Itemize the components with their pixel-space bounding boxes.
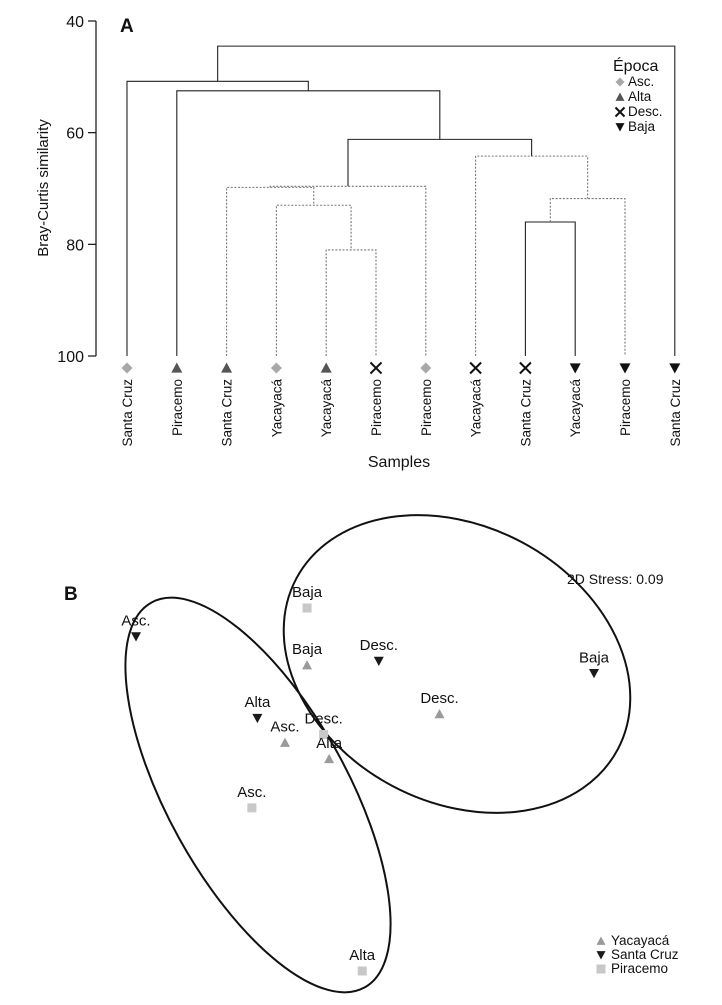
data-point <box>302 603 312 613</box>
dendrogram-link <box>126 80 309 356</box>
data-point <box>319 729 329 739</box>
data-point <box>589 669 599 679</box>
point-label: Baja <box>292 584 323 601</box>
legend-marker <box>615 92 625 101</box>
leaf-label: Santa Cruz <box>220 379 235 447</box>
legend-marker <box>615 123 625 132</box>
dendrogram-link <box>549 198 626 356</box>
data-point <box>373 656 384 667</box>
leaf-markers <box>121 361 681 375</box>
leaf-label: Santa Cruz <box>120 379 135 447</box>
point-label: Desc. <box>420 690 458 707</box>
legend-title: Época <box>613 56 658 75</box>
leaf-marker <box>121 362 133 374</box>
point-label: Asc. <box>270 719 299 736</box>
dendrogram-link <box>524 221 576 356</box>
point-label: Desc. <box>304 710 342 727</box>
point-label: Alta <box>316 735 343 752</box>
dendrogram-link <box>176 90 441 356</box>
dendrogram-link <box>269 185 427 356</box>
leaf-label: Piracemo <box>369 379 384 436</box>
point-label: Asc. <box>237 784 266 801</box>
point-label: Alta <box>244 694 271 711</box>
dendrogram-link <box>347 138 533 187</box>
panel-a-letter: A <box>120 16 134 37</box>
x-axis-label: Samples <box>368 454 430 471</box>
leaf-label: Santa Cruz <box>518 379 533 447</box>
leaf-label: Piracemo <box>170 379 185 436</box>
point-label: Baja <box>579 649 610 666</box>
legend-marker <box>596 936 606 945</box>
legend-entry-label: Desc. <box>628 104 663 119</box>
leaf-marker <box>569 363 581 374</box>
leaf-marker <box>320 362 332 373</box>
legend-entry-label: Alta <box>628 89 652 104</box>
stress-annotation: 2D Stress: 0.09 <box>567 571 664 587</box>
data-point <box>302 660 313 670</box>
legend-marker <box>614 106 626 118</box>
leaf-label: Yacayacá <box>568 379 583 438</box>
point-label: Asc. <box>121 613 150 630</box>
point-label: Baja <box>292 641 323 658</box>
leaf-label: Piracemo <box>618 379 633 436</box>
y-ticks: 40 60 80 100 <box>57 14 96 366</box>
dendrogram-link <box>275 204 352 356</box>
dendrogram-link <box>475 155 589 356</box>
leaf-marker <box>221 362 233 373</box>
legend-marker <box>615 77 625 87</box>
leaf-marker <box>171 362 183 373</box>
y-axis-label: Bray-Curtis similarity <box>35 119 52 257</box>
legend-marker <box>596 964 606 974</box>
legend-entry-label: Asc. <box>628 74 654 89</box>
leaf-label: Yacayacá <box>269 379 284 438</box>
legend-marker <box>596 951 606 960</box>
panel-a: A Bray-Curtis similarity Samples 40 60 80 1… <box>35 14 683 471</box>
leaf-label: Santa Cruz <box>668 379 683 447</box>
legend-entry-label: Santa Cruz <box>611 947 679 962</box>
legend-entry-label: Yacayacá <box>611 933 670 948</box>
leaf-marker <box>619 363 631 374</box>
data-point <box>357 966 367 976</box>
data-point <box>434 709 445 719</box>
leaf-label: Yacayacá <box>469 379 484 438</box>
leaf-marker <box>369 361 383 375</box>
panel-b-letter: B <box>64 584 78 605</box>
data-point <box>131 632 141 642</box>
dendrogram-link <box>325 249 377 356</box>
data-point <box>279 737 290 747</box>
data-point <box>252 713 263 724</box>
leaf-marker <box>519 361 532 375</box>
cluster-ellipse-left <box>124 596 392 994</box>
panel-b: B 2D Stress: 0.09 Baja Asc. Baja Desc. Baja D… <box>64 514 679 994</box>
leaf-marker <box>669 363 681 374</box>
leaf-labels: Santa Cruz Piracemo Santa Cruz Yacayacá Yaca… <box>120 379 683 447</box>
y-tick-label: 40 <box>66 14 84 31</box>
data-point <box>247 803 257 813</box>
data-point <box>324 753 335 764</box>
y-tick-label: 100 <box>57 349 84 366</box>
point-label: Alta <box>349 947 376 964</box>
legend-entry-label: Piracemo <box>611 961 668 976</box>
dendrogram-link <box>226 186 315 356</box>
point-label: Desc. <box>360 637 398 654</box>
dendrogram-link <box>217 45 676 356</box>
leaf-marker <box>270 362 282 374</box>
leaf-label: Piracemo <box>419 379 434 436</box>
leaf-marker <box>469 361 482 375</box>
leaf-label: Yacayacá <box>319 379 334 438</box>
nmds-points: Baja Asc. Baja Desc. Baja Desc. Alta Asc. Desc. A… <box>121 584 610 976</box>
cluster-ellipse-right <box>282 514 632 814</box>
y-tick-label: 80 <box>66 237 84 254</box>
leaf-marker <box>420 362 432 374</box>
dendrogram-links <box>126 45 676 356</box>
y-tick-label: 60 <box>66 126 84 143</box>
legend-entry-label: Baja <box>628 119 656 134</box>
